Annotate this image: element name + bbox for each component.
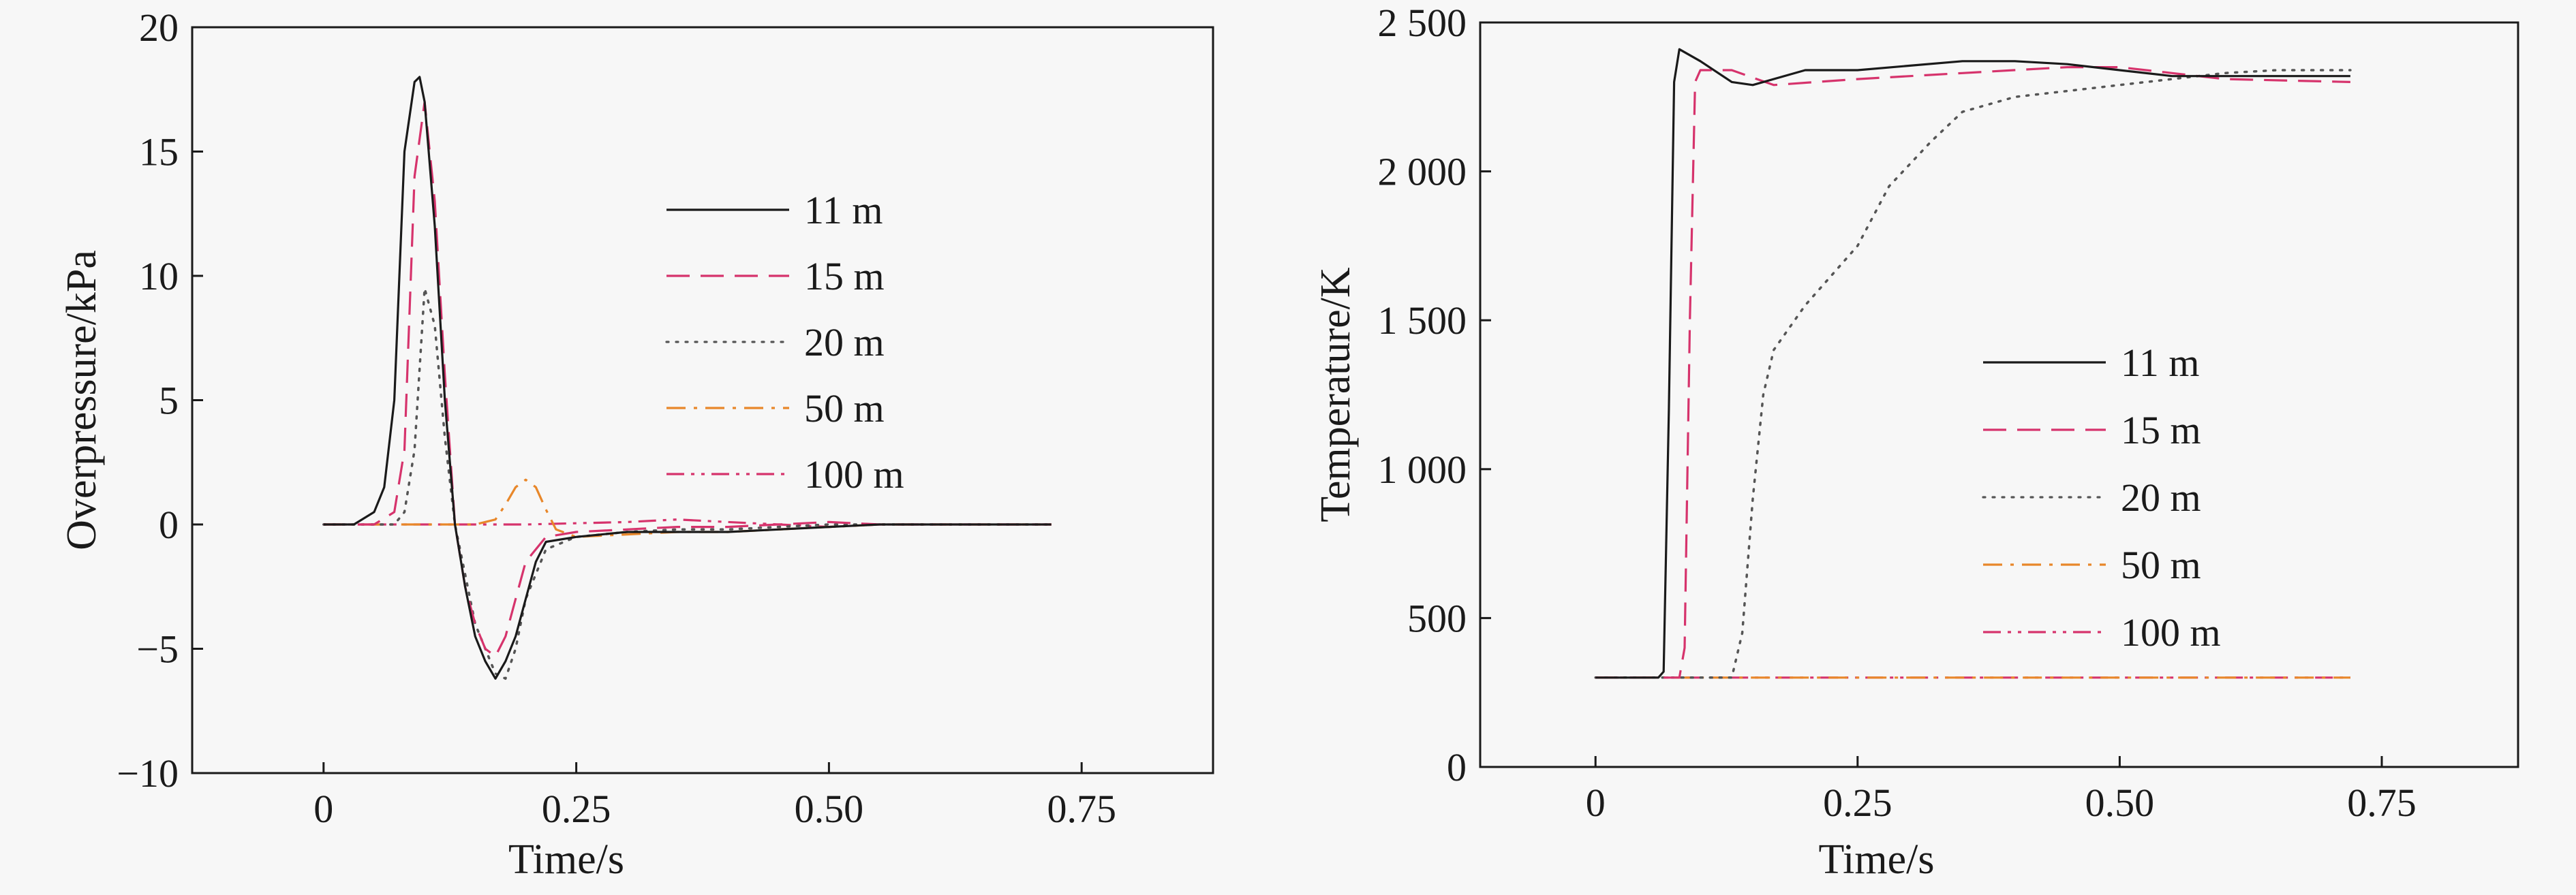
- plot-frame: [191, 26, 1214, 774]
- series-line-11m: [323, 76, 1052, 680]
- y-tick-label: 2 000: [1378, 150, 1467, 194]
- y-axis-label: Temperature/K: [1313, 267, 1359, 522]
- series-line-20m: [1594, 69, 2352, 679]
- y-tick-label: 15: [139, 130, 179, 174]
- y-tick-label: 1 500: [1378, 298, 1467, 343]
- x-tick-label: 0.25: [542, 787, 611, 831]
- x-axis-label: Time/s: [1818, 836, 1934, 883]
- x-tick-label: 0.75: [1047, 787, 1116, 831]
- legend-label: 100 m: [804, 452, 904, 497]
- y-tick-label: −5: [136, 627, 179, 672]
- series-line-15m: [1595, 66, 2350, 679]
- legend-label: 50 m: [804, 386, 885, 430]
- y-tick-label: 20: [139, 5, 179, 50]
- legend-label: 100 m: [2121, 610, 2221, 655]
- y-tick-label: 1 000: [1378, 448, 1467, 492]
- overpressure-chart: 0 0.25 0.50 0.75 −10 −5 0 5 10 15 20 Time/s Overpres…: [59, 5, 1214, 883]
- series-line-15m: [323, 100, 1052, 658]
- x-tick-label: 0.75: [2347, 781, 2417, 825]
- legend-label: 20 m: [2121, 475, 2201, 520]
- legend-label: 11 m: [804, 188, 883, 232]
- y-tick-label: 500: [1407, 596, 1467, 640]
- x-tick-label: 0.50: [2085, 781, 2155, 825]
- legend-label: 50 m: [2121, 543, 2201, 587]
- series-line-50m: [323, 478, 1052, 538]
- legend-label: 15 m: [2121, 408, 2201, 452]
- y-tick-label: 0: [159, 503, 179, 547]
- x-axis-label: Time/s: [508, 836, 624, 883]
- y-tick-label: 5: [159, 379, 179, 423]
- temperature-chart: 0 0.25 0.50 0.75 0 500 1 000 1 500 2 000 2 500 Tim…: [1313, 1, 2519, 883]
- legend-label: 11 m: [2121, 341, 2199, 385]
- y-axis-label: Overpressure/kPa: [59, 250, 105, 550]
- plot-frame: [1479, 21, 2519, 768]
- x-tick-label: 0.50: [795, 787, 864, 831]
- series-line-20m: [322, 287, 1053, 680]
- series-line-100m: [323, 518, 1052, 529]
- series-line-11m: [1595, 48, 2350, 679]
- y-tick-label: 10: [139, 254, 179, 298]
- x-tick-label: 0: [313, 787, 333, 831]
- y-tick-label: −10: [117, 751, 179, 796]
- legend-label: 15 m: [804, 254, 885, 298]
- x-tick-label: 0.25: [1823, 781, 1892, 825]
- x-tick-label: 0: [1586, 781, 1606, 825]
- y-tick-label: 0: [1447, 745, 1467, 789]
- legend-label: 20 m: [804, 320, 885, 364]
- y-tick-label: 2 500: [1378, 1, 1467, 45]
